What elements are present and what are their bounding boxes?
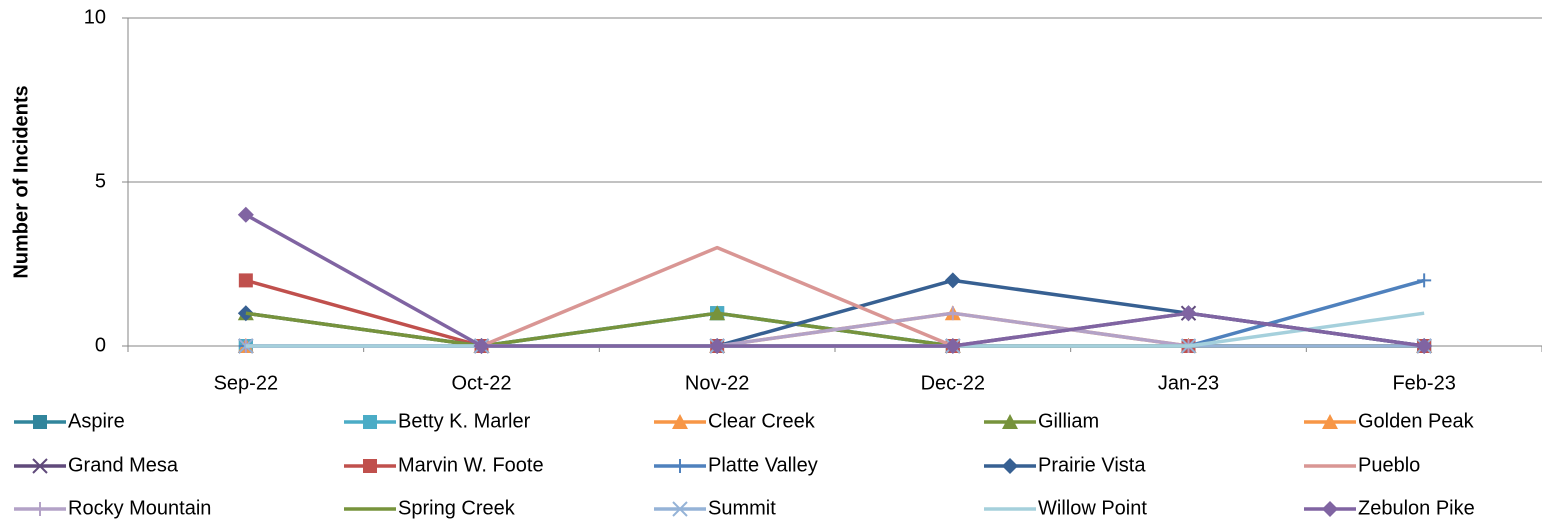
marker	[363, 459, 377, 473]
marker	[473, 338, 490, 354]
marker	[363, 415, 377, 429]
legend-label: Betty K. Marler	[398, 410, 531, 432]
legend-item: Willow Point	[984, 497, 1147, 519]
legend-item: Betty K. Marler	[344, 410, 531, 432]
x-tick-label: Dec-22	[921, 372, 985, 394]
legend-label: Prairie Vista	[1038, 454, 1146, 476]
legend-label: Clear Creek	[708, 410, 816, 432]
legend-item: Gilliam	[984, 410, 1099, 432]
legend-item: Aspire	[14, 410, 125, 432]
x-tick-label: Oct-22	[451, 372, 511, 394]
legend-item: Pueblo	[1304, 454, 1420, 476]
legend-item: Prairie Vista	[984, 454, 1146, 476]
marker	[709, 338, 726, 354]
x-tick-label: Feb-23	[1392, 372, 1455, 394]
marker	[672, 414, 688, 429]
marker	[1002, 458, 1018, 474]
legend-item: Spring Creek	[344, 497, 516, 519]
y-tick-label: 10	[84, 6, 106, 28]
legend-item: Rocky Mountain	[14, 497, 211, 519]
marker	[32, 458, 48, 474]
legend-item: Zebulon Pike	[1304, 497, 1475, 519]
marker	[1416, 338, 1433, 354]
legend-label: Golden Peak	[1358, 410, 1475, 432]
marker	[238, 273, 253, 288]
y-tick-label: 0	[95, 334, 106, 356]
marker	[672, 501, 688, 517]
series-line	[244, 213, 1425, 348]
marker	[709, 305, 726, 321]
x-tick-label: Nov-22	[685, 372, 749, 394]
legend-label: Pueblo	[1358, 454, 1420, 476]
legend-label: Platte Valley	[708, 454, 818, 476]
legend-item: Grand Mesa	[14, 454, 179, 476]
legend-label: Willow Point	[1038, 497, 1147, 519]
marker	[33, 415, 47, 429]
legend-label: Zebulon Pike	[1358, 497, 1475, 519]
legend-item: Marvin W. Foote	[344, 454, 544, 476]
marker	[1417, 273, 1432, 288]
marker	[944, 272, 961, 289]
legend-item: Summit	[654, 497, 776, 519]
marker	[238, 338, 254, 354]
legend-item: Platte Valley	[654, 454, 818, 476]
legend-label: Aspire	[68, 410, 125, 432]
legend-item: Clear Creek	[654, 410, 816, 432]
legend-label: Marvin W. Foote	[398, 454, 544, 476]
legend-label: Summit	[708, 497, 776, 519]
marker	[1002, 414, 1018, 429]
x-tick-label: Sep-22	[214, 372, 279, 394]
legend-label: Gilliam	[1038, 410, 1099, 432]
legend-item: Golden Peak	[1304, 410, 1475, 432]
legend-label: Spring Creek	[398, 497, 516, 519]
y-axis-label: Number of Incidents	[10, 85, 32, 278]
marker	[1322, 414, 1338, 429]
x-tick-label: Jan-23	[1158, 372, 1219, 394]
marker	[673, 459, 687, 473]
marker	[944, 338, 961, 354]
marker	[1322, 501, 1338, 517]
legend-label: Rocky Mountain	[68, 497, 211, 519]
marker	[1180, 305, 1197, 322]
y-tick-label: 5	[95, 170, 106, 192]
legend-label: Grand Mesa	[68, 454, 179, 476]
marker	[237, 206, 254, 223]
